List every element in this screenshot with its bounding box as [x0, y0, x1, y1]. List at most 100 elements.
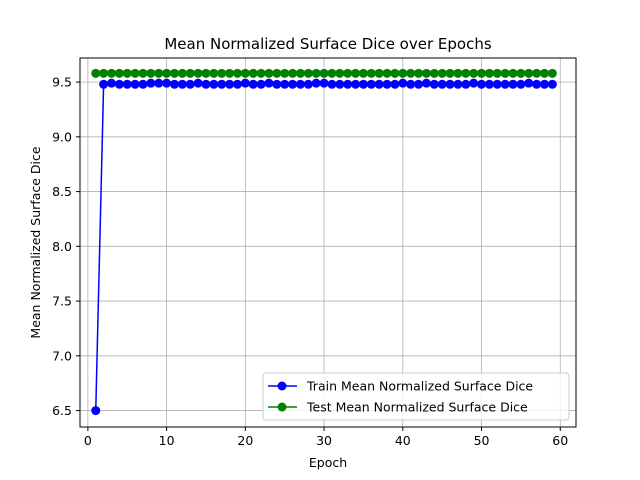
legend-label-train: Train Mean Normalized Surface Dice: [306, 379, 533, 394]
data-point-test: [91, 68, 101, 78]
data-point-train: [130, 79, 140, 89]
data-point-train: [193, 78, 203, 88]
data-point-test: [162, 68, 172, 78]
data-point-test: [358, 68, 368, 78]
data-point-test: [374, 68, 384, 78]
data-point-train: [295, 79, 305, 89]
data-point-test: [256, 68, 266, 78]
data-point-test: [335, 68, 345, 78]
data-point-train: [232, 79, 242, 89]
data-point-train: [437, 79, 447, 89]
data-point-test: [406, 68, 416, 78]
data-point-train: [335, 79, 345, 89]
data-point-train: [492, 79, 502, 89]
data-point-train: [99, 79, 109, 89]
data-point-train: [201, 79, 211, 89]
data-point-train: [390, 79, 400, 89]
data-point-train: [374, 79, 384, 89]
series-train: [91, 78, 557, 416]
data-point-train: [288, 79, 298, 89]
data-point-train: [122, 79, 132, 89]
data-point-train: [351, 79, 361, 89]
data-point-train: [264, 78, 274, 88]
data-point-test: [248, 68, 258, 78]
data-point-train: [453, 79, 463, 89]
data-point-train: [319, 78, 329, 88]
data-point-test: [382, 68, 392, 78]
data-point-train: [217, 79, 227, 89]
data-point-test: [209, 68, 219, 78]
data-point-train: [398, 78, 408, 88]
y-tick-label: 9.5: [52, 75, 72, 90]
data-point-test: [311, 68, 321, 78]
legend-label-test: Test Mean Normalized Surface Dice: [306, 400, 528, 415]
legend-box: [262, 372, 570, 421]
data-point-test: [225, 68, 235, 78]
legend-marker-train: [277, 381, 287, 391]
data-point-test: [272, 68, 282, 78]
data-point-train: [421, 78, 431, 88]
data-point-train: [366, 79, 376, 89]
axis-ticks: 0 10 20 30 40 50 60 6.5 7.0 7.5 8.0 8.5 9.0 9.5: [52, 75, 568, 448]
data-point-test: [508, 68, 518, 78]
data-point-test: [288, 68, 298, 78]
data-point-train: [500, 79, 510, 89]
legend: Train Mean Normalized Surface Dice Test …: [262, 372, 570, 421]
data-point-test: [461, 68, 471, 78]
data-point-test: [524, 68, 534, 78]
legend-entry-test: Test Mean Normalized Surface Dice: [268, 400, 528, 415]
x-tick-label: 0: [84, 433, 92, 448]
data-point-test: [327, 68, 337, 78]
data-point-train: [524, 78, 534, 88]
data-point-train: [547, 79, 557, 89]
data-point-test: [319, 68, 329, 78]
data-point-train: [91, 406, 101, 416]
data-point-train: [516, 79, 526, 89]
data-point-test: [114, 68, 124, 78]
data-point-train: [382, 79, 392, 89]
data-point-test: [484, 68, 494, 78]
data-point-train: [162, 78, 172, 88]
series-layer: [91, 68, 557, 416]
data-point-test: [303, 68, 313, 78]
data-point-test: [138, 68, 148, 78]
data-point-test: [500, 68, 510, 78]
y-tick-label: 8.5: [52, 184, 72, 199]
data-point-test: [477, 68, 487, 78]
data-point-test: [201, 68, 211, 78]
data-point-test: [547, 68, 557, 78]
data-point-train: [280, 79, 290, 89]
data-point-test: [177, 68, 187, 78]
plot-frame: [79, 57, 577, 428]
data-point-train: [225, 79, 235, 89]
legend-marker-test: [277, 402, 287, 412]
data-point-test: [122, 68, 132, 78]
data-point-train: [138, 79, 148, 89]
data-point-train: [358, 79, 368, 89]
data-point-test: [414, 68, 424, 78]
data-point-test: [398, 68, 408, 78]
x-tick-label: 20: [237, 433, 253, 448]
data-point-test: [232, 68, 242, 78]
y-tick-label: 7.0: [52, 348, 72, 363]
data-point-test: [469, 68, 479, 78]
data-point-train: [209, 79, 219, 89]
data-point-test: [445, 68, 455, 78]
data-point-train: [169, 79, 179, 89]
data-point-test: [532, 68, 542, 78]
data-point-train: [256, 79, 266, 89]
x-tick-label: 40: [395, 433, 411, 448]
data-point-test: [193, 68, 203, 78]
data-point-test: [540, 68, 550, 78]
data-point-train: [114, 79, 124, 89]
data-point-test: [516, 68, 526, 78]
data-point-test: [343, 68, 353, 78]
data-point-train: [414, 79, 424, 89]
data-point-train: [303, 79, 313, 89]
data-point-train: [469, 78, 479, 88]
data-point-test: [154, 68, 164, 78]
chart-title: Mean Normalized Surface Dice over Epochs: [164, 35, 491, 53]
data-point-test: [146, 68, 156, 78]
data-point-test: [240, 68, 250, 78]
